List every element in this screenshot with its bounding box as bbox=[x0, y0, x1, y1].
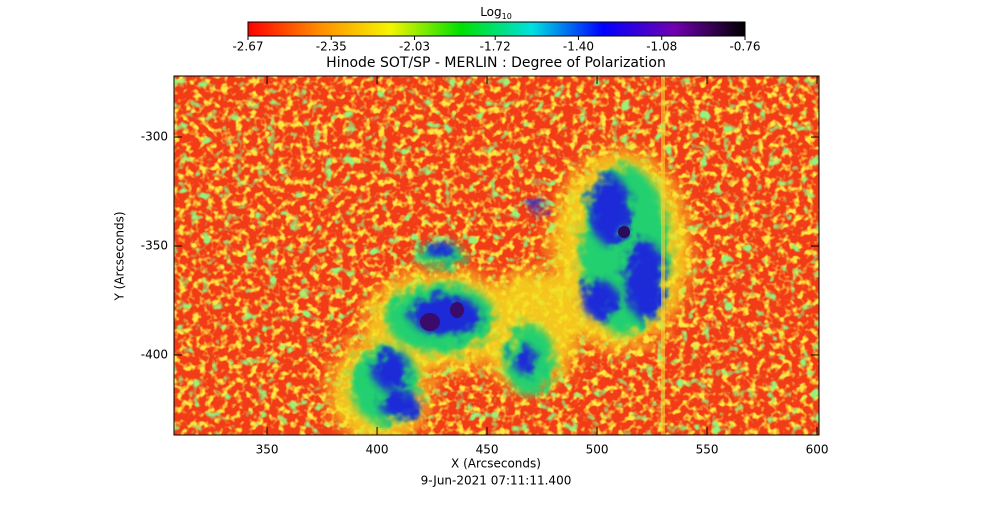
x-tick-label: 400 bbox=[366, 443, 389, 457]
colorbar-label: Log bbox=[480, 5, 501, 19]
x-tick-label: 350 bbox=[256, 443, 279, 457]
x-tick-label: 450 bbox=[476, 443, 499, 457]
footer: 9-Jun-2021 07:11:11.400 bbox=[421, 474, 572, 488]
y-tick-label: -400 bbox=[141, 348, 168, 362]
y-tick-label: -350 bbox=[141, 239, 168, 253]
colorbar-tick-label: -2.03 bbox=[399, 40, 430, 54]
colorbar-label-sub: 10 bbox=[502, 12, 512, 21]
colorbar-tick-label: -0.76 bbox=[729, 40, 760, 54]
x-tick-label: 550 bbox=[696, 443, 719, 457]
x-tick-label: 600 bbox=[806, 443, 829, 457]
colorbar-tick-label: -1.72 bbox=[480, 40, 511, 54]
solar-image bbox=[174, 76, 819, 435]
colorbar bbox=[247, 21, 746, 37]
y-axis-label: Y (Arcseconds) bbox=[113, 211, 127, 301]
colorbar-title: Log10 bbox=[480, 5, 512, 21]
colorbar-tick-label: -1.40 bbox=[563, 40, 594, 54]
y-tick-label: -300 bbox=[141, 130, 168, 144]
plot-frame bbox=[173, 75, 820, 436]
colorbar-tick-label: -1.08 bbox=[646, 40, 677, 54]
x-tick-label: 500 bbox=[586, 443, 609, 457]
x-axis-label: X (Arcseconds) bbox=[451, 457, 541, 471]
colorbar-tick-label: -2.35 bbox=[316, 40, 347, 54]
chart-title: Hinode SOT/SP - MERLIN : Degree of Polar… bbox=[326, 55, 666, 71]
colorbar-tick-label: -2.67 bbox=[232, 40, 263, 54]
